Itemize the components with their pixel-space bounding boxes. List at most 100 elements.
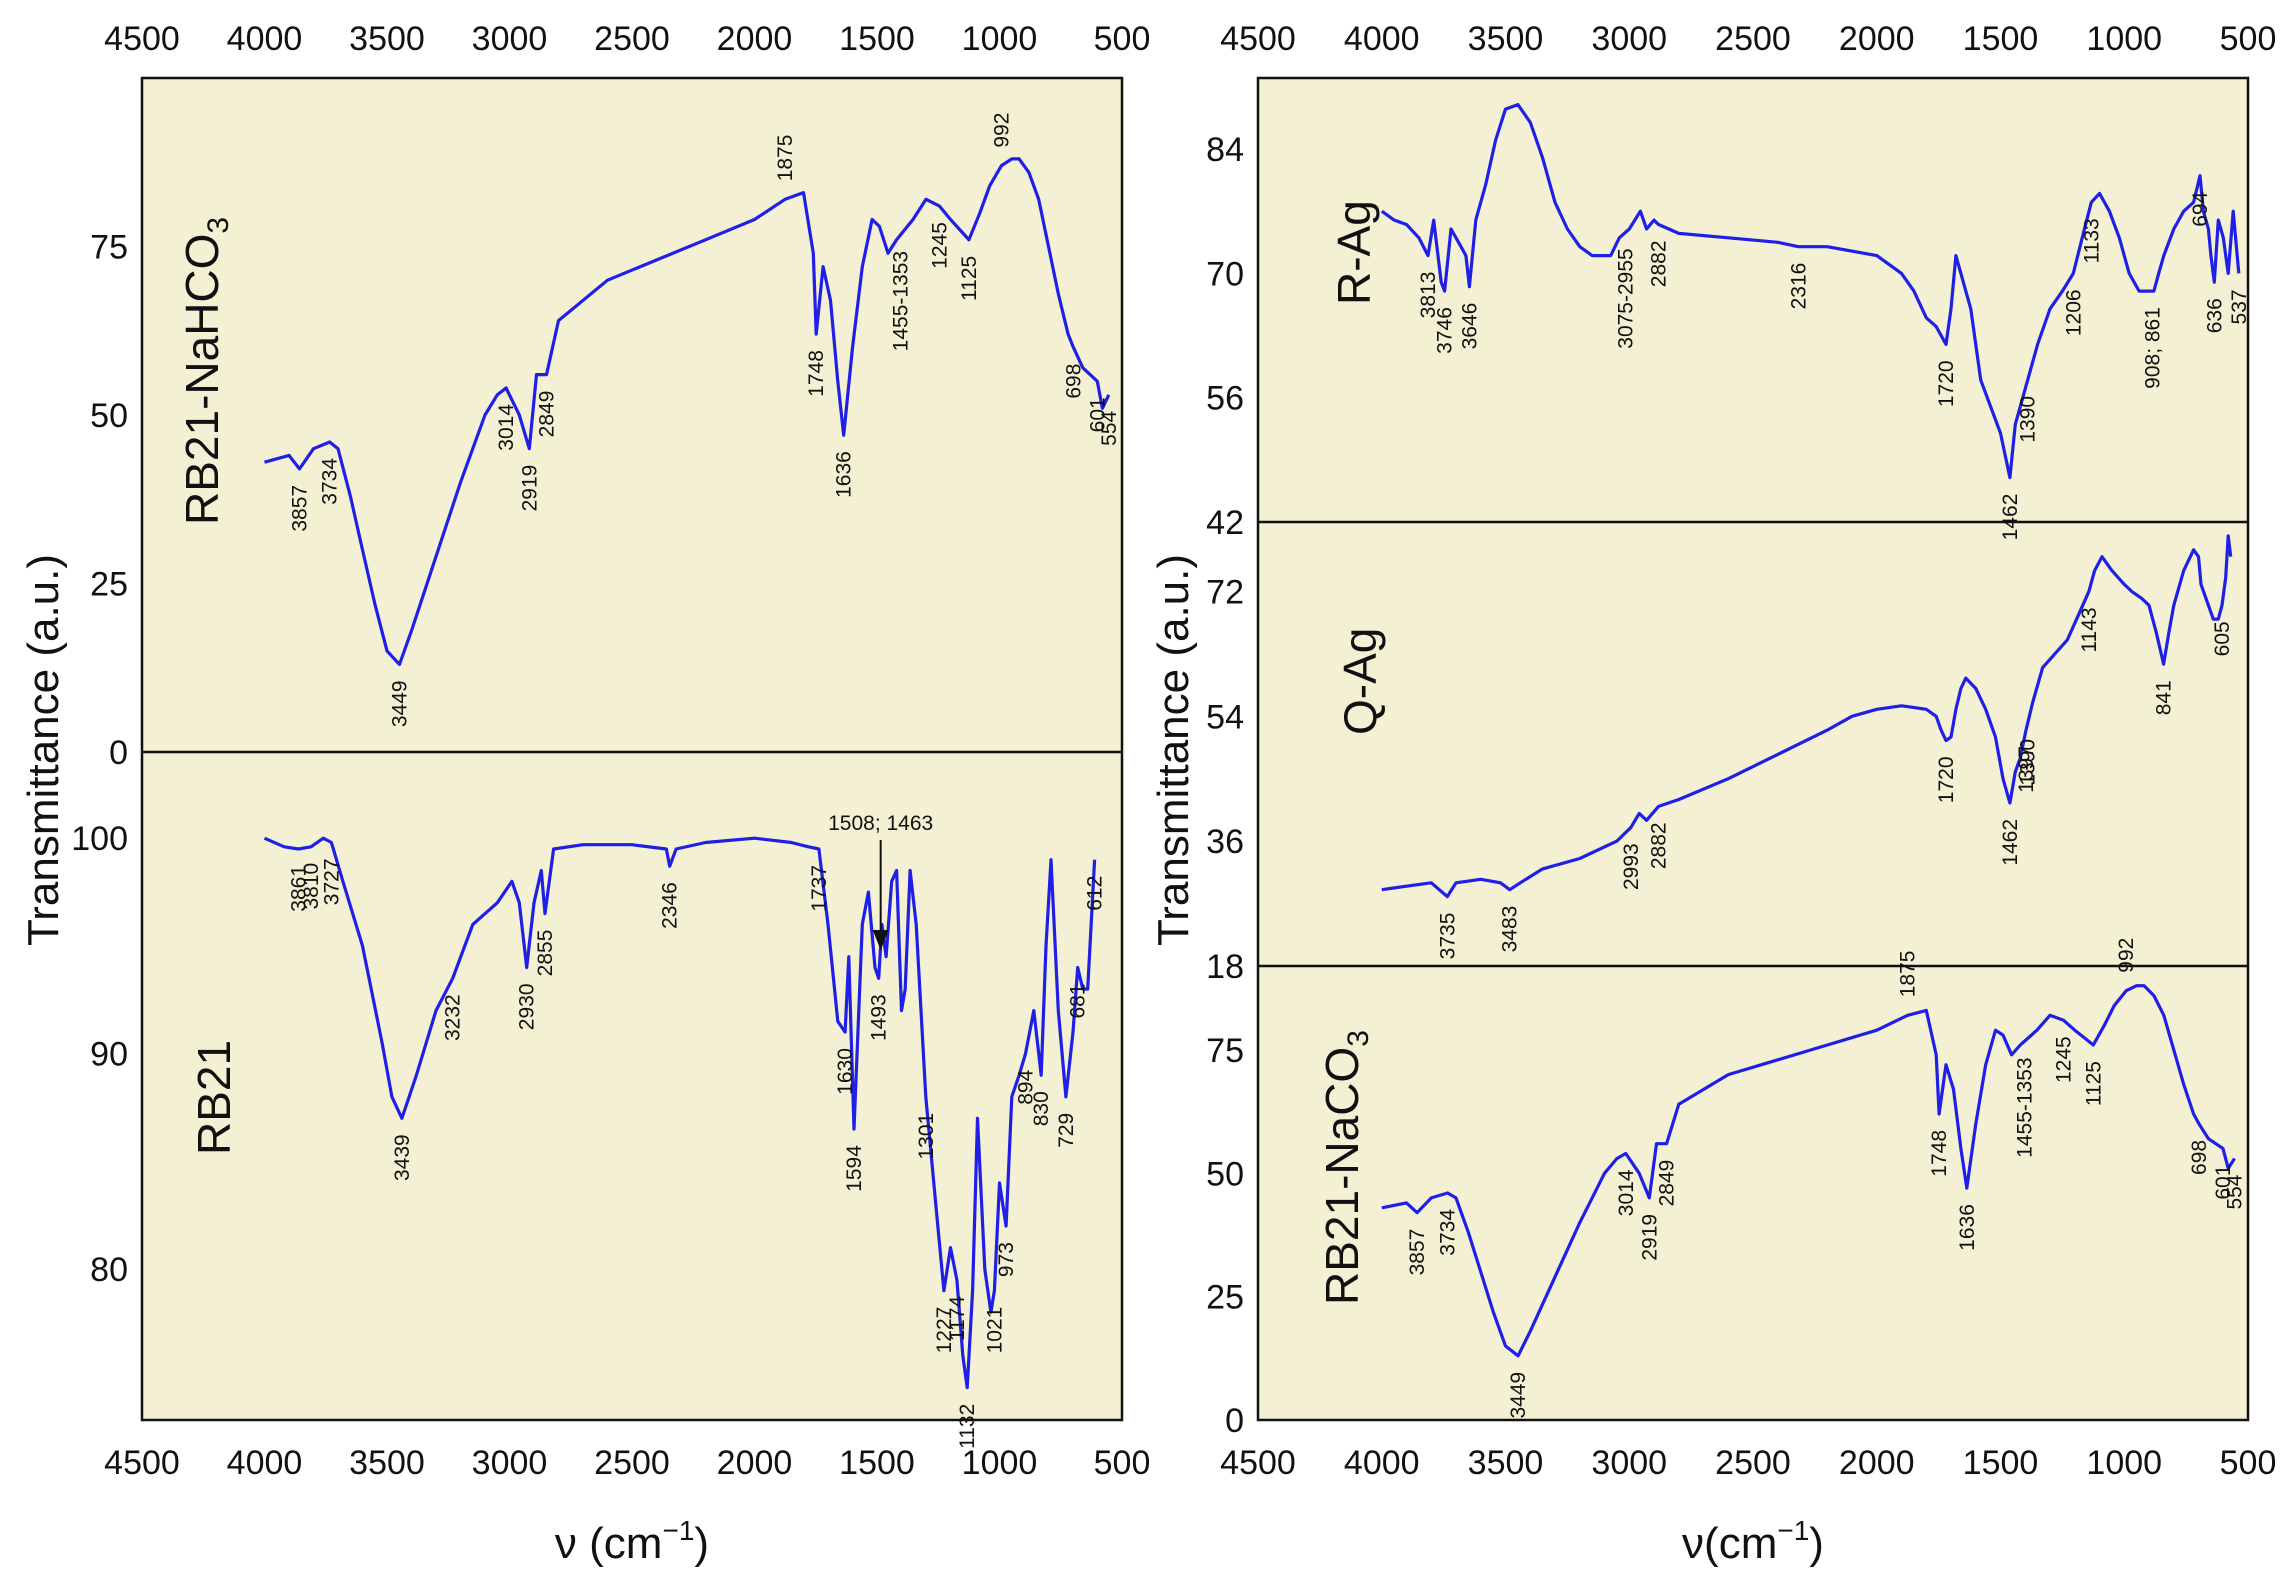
right-bottom-x-tick: 1500: [1963, 1444, 2039, 1482]
peak-label: 1875: [1897, 951, 1920, 998]
y-tick-q-ag: 54: [1206, 698, 1244, 736]
peak-label: 1493: [868, 994, 891, 1041]
right-bottom-x-tick: 2000: [1839, 1444, 1915, 1482]
left-bottom-x-tick: 2000: [717, 1444, 793, 1482]
panel-label-rb21: RB21: [188, 1040, 240, 1155]
peak-label: 1748: [1928, 1130, 1951, 1177]
peak-label: 3734: [319, 458, 342, 505]
peak-label: 1462: [1999, 819, 2022, 866]
left-bottom-x-tick: 4000: [227, 1444, 303, 1482]
peak-label: 1462: [1999, 494, 2022, 541]
peak-label: 830: [1030, 1091, 1053, 1126]
right-plot-frame: [1256, 76, 2250, 1422]
right-bottom-x-tick: 3000: [1591, 1444, 1667, 1482]
peak-label: 992: [2115, 938, 2138, 973]
peak-label: 1720: [1935, 360, 1958, 407]
panel-label-r-ag: R-Ag: [1328, 200, 1380, 305]
left-top-x-tick: 3500: [349, 20, 425, 58]
peak-label: 1301: [915, 1113, 938, 1160]
y-tick-q-ag: 36: [1206, 823, 1244, 861]
right-top-x-tick: 3500: [1468, 20, 1544, 58]
peak-label: 3646: [1458, 303, 1481, 350]
peak-label: 1397: [2015, 746, 2038, 793]
peak-label: 601: [2212, 1165, 2235, 1200]
peak-label: 1875: [774, 135, 797, 182]
panel-label-q-ag: Q-Ag: [1334, 628, 1386, 735]
peak-label: 2316: [1788, 263, 1811, 310]
peak-label: 694: [2189, 191, 2212, 226]
left-plot-area: [142, 78, 1122, 1420]
peak-label: 3735: [1436, 913, 1459, 960]
right-plot-area: [1258, 78, 2248, 1420]
peak-label: 1245: [929, 222, 952, 269]
left-bottom-x-tick: 4500: [104, 1444, 180, 1482]
peak-label: 3014: [1615, 1169, 1638, 1216]
left-top-x-tick: 3000: [472, 20, 548, 58]
peak-label: 2919: [1638, 1214, 1661, 1261]
y-tick-q-ag: 18: [1206, 948, 1244, 986]
y-tick-rb21-nahco3: 0: [109, 734, 128, 772]
peak-label: 1594: [843, 1145, 866, 1192]
left-bottom-x-tick: 500: [1094, 1444, 1151, 1482]
peak-label: 1737: [808, 865, 831, 912]
peak-label: 3075-2955: [1615, 248, 1638, 348]
peak-label: 698: [2188, 1140, 2211, 1175]
peak-label: 992: [991, 113, 1014, 148]
peak-label: 2882: [1648, 822, 1671, 869]
peak-label: 1636: [1956, 1204, 1979, 1251]
peak-label: 3449: [389, 680, 412, 727]
left-top-x-tick: 4000: [227, 20, 303, 58]
right-bottom-x-tick: 1000: [2086, 1444, 2162, 1482]
peak-label: 2849: [1656, 1160, 1679, 1207]
left-bottom-x-tick: 2500: [594, 1444, 670, 1482]
left-top-x-tick: 1500: [839, 20, 915, 58]
axis-ticks: 4500450040004000350035003000300025002500…: [71, 20, 2276, 1482]
right-bottom-x-tick: 500: [2220, 1444, 2277, 1482]
peak-label: 3483: [1499, 906, 1522, 953]
peak-label: 1390: [2017, 396, 2040, 443]
spectra: [263, 102, 2241, 1390]
panel-label-rb21-naco3: RB21-NaCO3: [1316, 1030, 1375, 1305]
right-top-x-tick: 4500: [1220, 20, 1296, 58]
y-tick-r-ag: 70: [1206, 255, 1244, 293]
peak-label: 3439: [391, 1134, 414, 1181]
peak-label: 1227: [933, 1307, 956, 1354]
y-tick-q-ag: 72: [1206, 573, 1244, 611]
peak-label: 605: [2211, 621, 2234, 656]
right-bottom-x-tick: 4500: [1220, 1444, 1296, 1482]
y-tick-rb21-naco3: 50: [1206, 1155, 1244, 1193]
peak-label: 3746: [1434, 307, 1457, 354]
peak-label: 1630: [834, 1048, 857, 1095]
peak-label: 3449: [1507, 1372, 1530, 1419]
right-top-x-tick: 4000: [1344, 20, 1420, 58]
right-top-x-tick: 2000: [1839, 20, 1915, 58]
right-bottom-x-tick: 4000: [1344, 1444, 1420, 1482]
peak-label: 554: [1098, 410, 1121, 445]
y-tick-rb21: 90: [90, 1036, 128, 1074]
spectrum-q-ag: [1381, 534, 2233, 899]
left-top-x-tick: 1000: [962, 20, 1038, 58]
peak-label: 3857: [289, 485, 312, 532]
peak-label: 2930: [516, 984, 539, 1031]
y-tick-rb21-naco3: 75: [1206, 1032, 1244, 1070]
y-tick-r-ag: 42: [1206, 504, 1244, 542]
peak-label: 894: [1015, 1069, 1038, 1104]
peak-label: 2993: [1620, 843, 1643, 890]
peak-label: 681: [1067, 984, 1090, 1019]
right-top-x-tick: 1000: [2086, 20, 2162, 58]
rb21-annotation-arrowhead: [872, 930, 889, 950]
peak-label: 612: [1084, 876, 1107, 911]
y-tick-rb21-nahco3: 75: [90, 229, 128, 267]
peak-label: 1125: [958, 256, 981, 301]
spectrum-rb21-nahco3: [264, 157, 1111, 667]
peak-label: 3727: [320, 859, 343, 906]
y-tick-r-ag: 56: [1206, 380, 1244, 418]
peak-label: 1245: [2053, 1036, 2076, 1083]
peak-label: 1206: [2062, 289, 2085, 336]
left-bottom-x-tick: 1500: [839, 1444, 915, 1482]
peak-label: 3861: [288, 865, 311, 912]
left-x-axis-title: ν (cm−1): [555, 1515, 709, 1568]
right-y-axis-title: Transmittance (a.u.): [1149, 554, 1198, 946]
right-top-x-tick: 3000: [1591, 20, 1667, 58]
